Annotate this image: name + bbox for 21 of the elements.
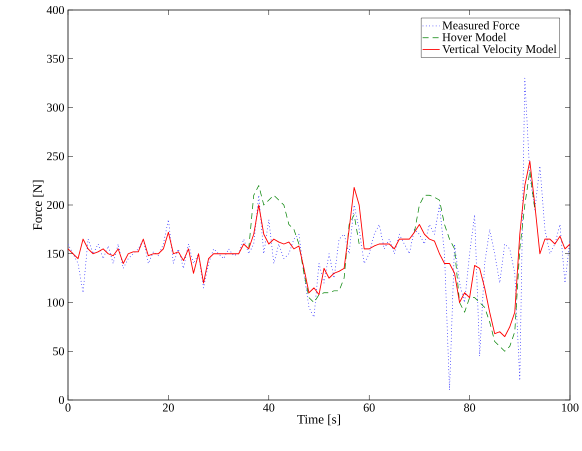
x-tick-label: 80 [464, 404, 476, 412]
y-tick-label: 100 [48, 298, 64, 307]
y-tick-label: 300 [47, 103, 64, 112]
x-tick-label: 0 [65, 404, 71, 412]
x-tick-label: 20 [162, 404, 174, 412]
y-tick-label: 50 [53, 347, 64, 356]
line-series [68, 78, 570, 391]
x-tick-label: 100 [562, 404, 579, 412]
y-tick-label: 250 [47, 152, 64, 160]
x-axis-title: Time [s] [297, 414, 340, 426]
x-tick-label: 60 [364, 404, 375, 412]
legend-label: Hover Model [442, 32, 506, 42]
y-tick-label: 0 [58, 396, 64, 404]
y-tick-label: 350 [47, 54, 64, 63]
legend-label: Vertical Velocity Model [442, 44, 557, 56]
x-tick-label: 40 [263, 404, 274, 412]
y-tick-label: 150 [48, 250, 64, 258]
y-tick-label: 400 [46, 6, 64, 14]
legend-label: Measured Force [442, 21, 520, 30]
y-tick-label: 200 [47, 200, 64, 210]
y-axis-title: Force [N] [32, 180, 44, 230]
